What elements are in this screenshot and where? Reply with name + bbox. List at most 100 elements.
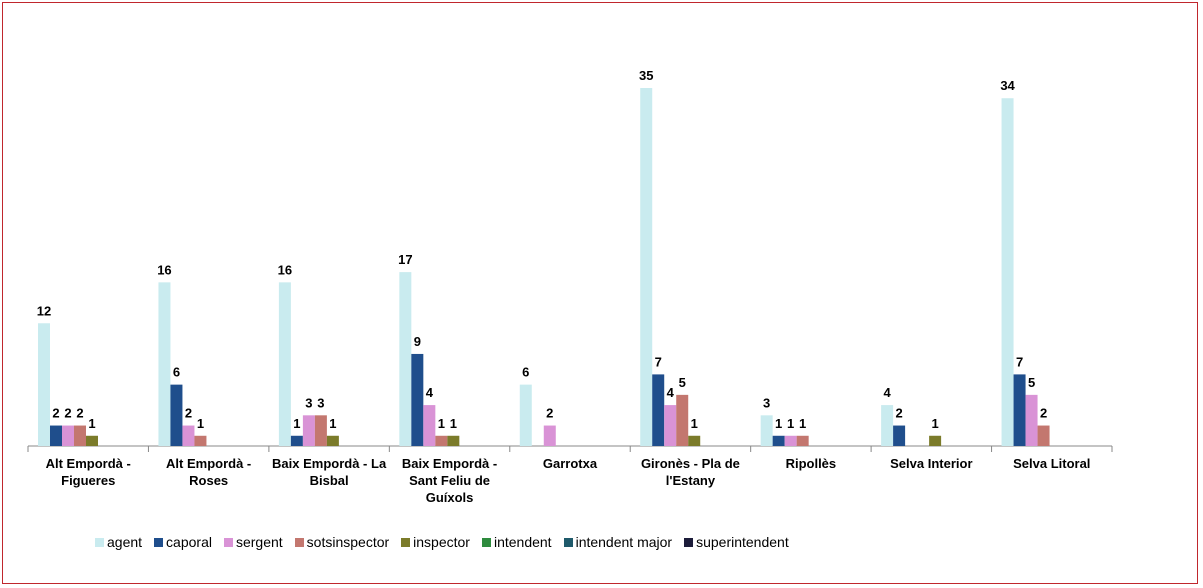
data-label: 1 <box>450 416 457 431</box>
legend-swatch <box>294 537 304 547</box>
data-label: 2 <box>895 406 902 421</box>
data-label: 5 <box>1028 375 1035 390</box>
bar <box>50 425 62 446</box>
legend-label: superintendent <box>696 534 789 550</box>
data-label: 35 <box>639 68 653 83</box>
legend-swatch <box>223 537 233 547</box>
bar <box>302 415 315 446</box>
data-label: 1 <box>329 416 336 431</box>
bar <box>688 435 701 446</box>
legend-item: superintendent <box>684 534 789 550</box>
bar <box>170 384 183 446</box>
bar <box>640 88 653 446</box>
data-label: 1 <box>691 416 698 431</box>
legend-label: caporal <box>166 534 212 550</box>
bar <box>62 425 74 446</box>
data-label: 1 <box>787 416 794 431</box>
data-label: 16 <box>157 262 171 277</box>
data-label: 6 <box>522 365 529 380</box>
bar <box>772 435 785 446</box>
bar <box>38 323 50 446</box>
data-label: 1 <box>88 416 95 431</box>
bar <box>74 425 86 446</box>
data-label: 17 <box>398 252 412 267</box>
legend-swatch <box>154 537 164 547</box>
legend-swatch <box>481 537 491 547</box>
bar <box>399 272 412 446</box>
data-label: 5 <box>679 375 686 390</box>
bar <box>314 415 327 446</box>
bar <box>435 435 448 446</box>
legend-item: sergent <box>223 534 283 550</box>
data-label: 2 <box>64 406 71 421</box>
legend-item: intendent major <box>563 534 673 550</box>
bar <box>423 405 436 446</box>
legend-label: intendent major <box>575 534 673 550</box>
bar <box>447 435 460 446</box>
x-tick-label: Selva Interior <box>890 456 973 471</box>
bar <box>86 435 98 446</box>
data-label: 1 <box>293 416 300 431</box>
bar <box>519 384 532 446</box>
data-label: 7 <box>1016 354 1023 369</box>
x-tick-label: Selva Litoral <box>1013 456 1091 471</box>
bar <box>543 425 556 446</box>
data-label: 1 <box>799 416 806 431</box>
bar <box>664 405 677 446</box>
bar <box>1037 425 1050 446</box>
x-tick-label: Ripollès <box>785 456 837 471</box>
x-tick-label: Baix Empordà - La Bisbal <box>272 456 387 488</box>
data-label: 1 <box>197 416 204 431</box>
bar <box>411 353 424 446</box>
data-label: 2 <box>185 406 192 421</box>
data-label: 9 <box>414 334 421 349</box>
x-tick-label: Garrotxa <box>542 456 598 471</box>
bar <box>182 425 195 446</box>
legend-swatch <box>401 537 411 547</box>
data-label: 7 <box>655 354 662 369</box>
legend-label: intendent <box>493 534 552 550</box>
data-label: 1 <box>775 416 782 431</box>
bar <box>1001 98 1014 446</box>
x-tick-label: Alt Empordà - Figueres <box>45 456 131 488</box>
bar <box>326 435 339 446</box>
bar <box>290 435 303 446</box>
bar <box>881 405 894 446</box>
data-label: 1 <box>931 416 938 431</box>
bar <box>929 435 942 446</box>
legend-swatch <box>563 537 573 547</box>
data-label: 16 <box>278 262 292 277</box>
bar <box>676 394 689 446</box>
data-label: 2 <box>52 406 59 421</box>
bar <box>652 374 665 446</box>
legend-item: sotsinspector <box>294 534 389 550</box>
legend-swatch <box>684 537 694 547</box>
x-tick-label: Alt Empordà - Roses <box>166 456 252 488</box>
bar <box>1025 394 1038 446</box>
data-label: 4 <box>667 385 675 400</box>
legend-swatch <box>95 537 104 547</box>
legend-item: caporal <box>154 534 212 550</box>
data-label: 34 <box>1000 78 1015 93</box>
x-tick-label: Gironès - Pla de l'Estany <box>640 456 740 488</box>
bar <box>760 415 773 446</box>
legend-label: inspector <box>413 534 470 550</box>
legend-label: sergent <box>235 534 283 550</box>
bar <box>796 435 809 446</box>
bar <box>158 282 171 446</box>
legend-item: intendent <box>481 534 552 550</box>
legend-label: agent <box>107 534 143 550</box>
bar <box>278 282 291 446</box>
data-label: 3 <box>317 395 324 410</box>
data-label: 2 <box>1040 406 1047 421</box>
data-label: 12 <box>37 303 51 318</box>
legend-item: agent <box>95 534 142 550</box>
bar <box>1013 374 1026 446</box>
data-label: 6 <box>173 365 180 380</box>
legend: agent caporal sergent sotsinspector inspecto… <box>95 534 789 550</box>
data-label: 4 <box>883 385 891 400</box>
x-tick-label: Baix Empordà - Sant Feliu de Guíxols <box>401 456 498 505</box>
bar <box>893 425 906 446</box>
data-label: 3 <box>763 395 770 410</box>
